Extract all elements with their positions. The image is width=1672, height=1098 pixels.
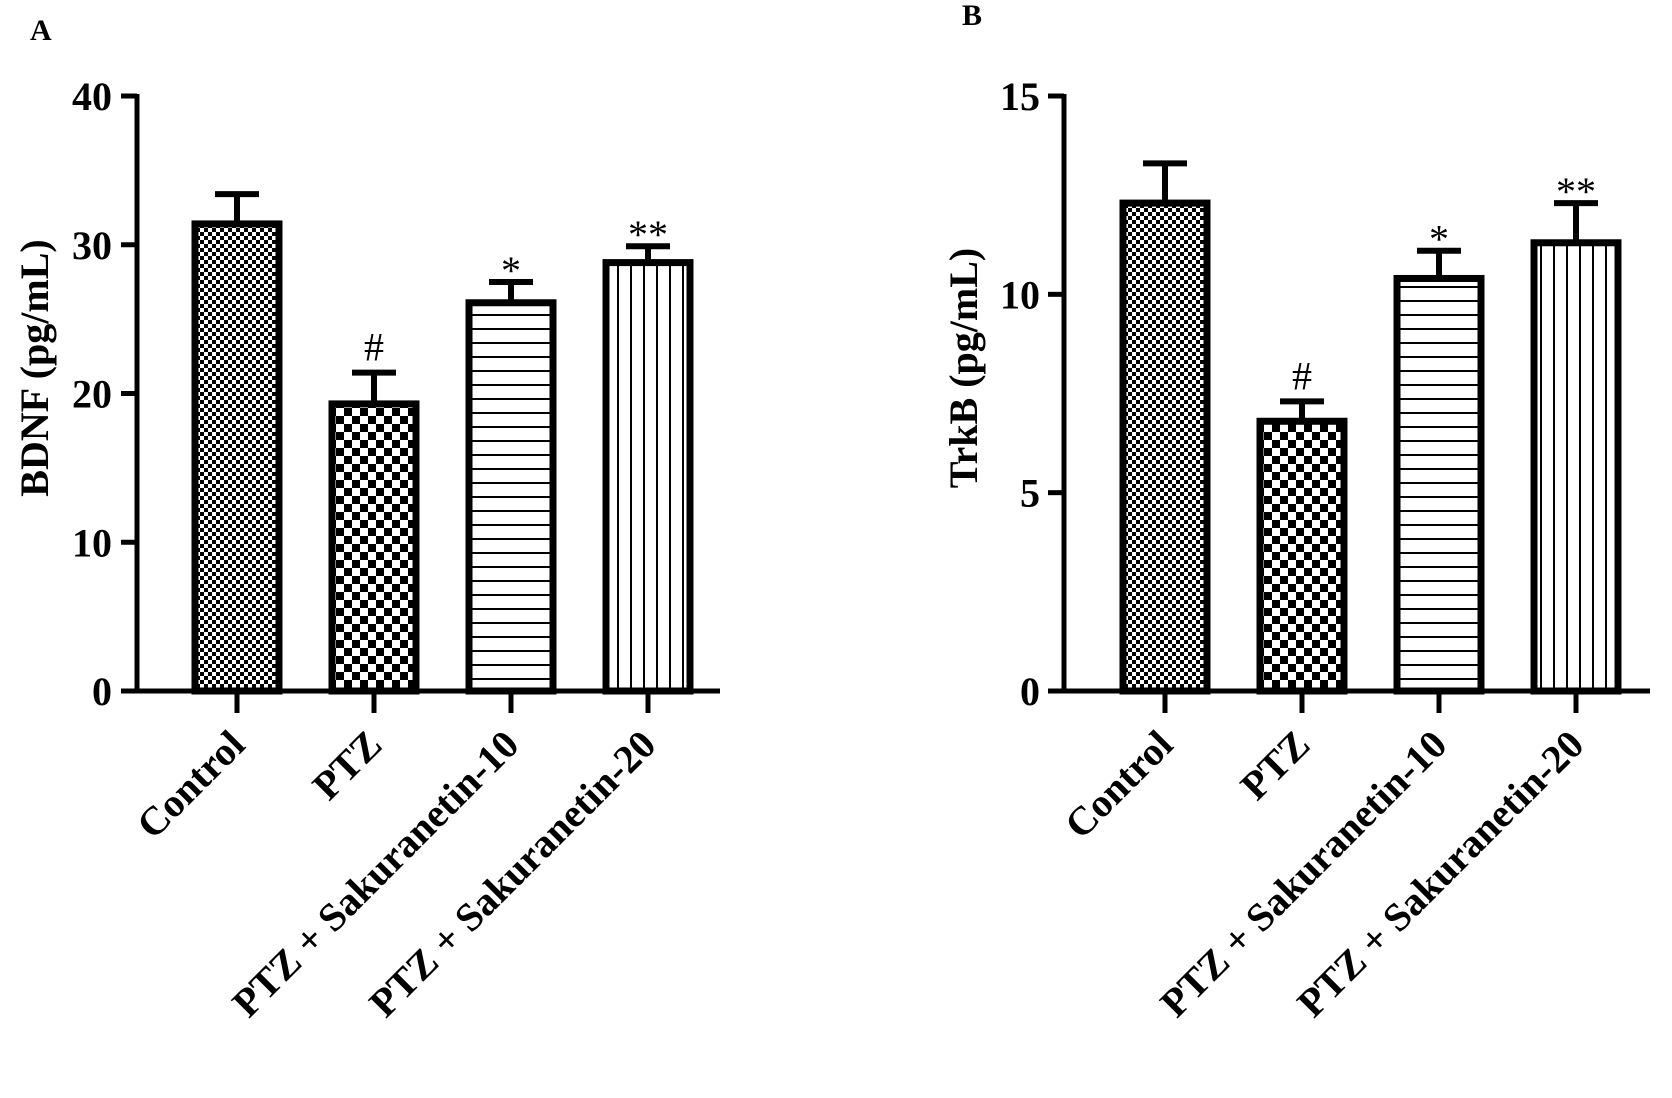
category-label-a: PTZ	[304, 722, 391, 809]
y-axis-title-a: BDNF (pg/mL)	[12, 239, 57, 496]
y-tick-label-b: 10	[1000, 272, 1040, 317]
significance-mark-b: **	[1556, 169, 1596, 214]
y-tick-label-a: 0	[92, 669, 112, 714]
y-tick-label-a: 30	[72, 223, 112, 268]
panel-label-b: B	[962, 0, 982, 32]
y-tick-label-a: 40	[72, 74, 112, 119]
significance-mark-a: #	[364, 325, 384, 370]
y-tick-label-b: 15	[1000, 74, 1040, 119]
y-tick-label-a: 20	[72, 372, 112, 417]
bar-b	[1530, 239, 1622, 695]
bar-a	[191, 220, 283, 695]
y-axis-title-b: TrkB (pg/mL)	[941, 248, 986, 488]
significance-mark-b: #	[1292, 353, 1312, 398]
y-tick-label-b: 5	[1020, 471, 1040, 516]
significance-mark-a: **	[628, 212, 668, 257]
bar-b	[1393, 274, 1485, 695]
category-label-b: PTZ	[1232, 722, 1319, 809]
bar-a	[602, 259, 694, 695]
bar-a	[465, 299, 557, 695]
category-label-b: Control	[1056, 722, 1182, 848]
bar-b	[1256, 417, 1348, 695]
y-tick-label-a: 10	[72, 520, 112, 565]
significance-mark-a: *	[501, 248, 521, 293]
panel-label-a: A	[30, 14, 52, 47]
significance-mark-b: *	[1429, 217, 1449, 262]
y-tick-label-b: 0	[1020, 669, 1040, 714]
bar-b	[1119, 199, 1211, 695]
category-label-a: Control	[128, 722, 254, 848]
bar-a	[328, 400, 420, 695]
